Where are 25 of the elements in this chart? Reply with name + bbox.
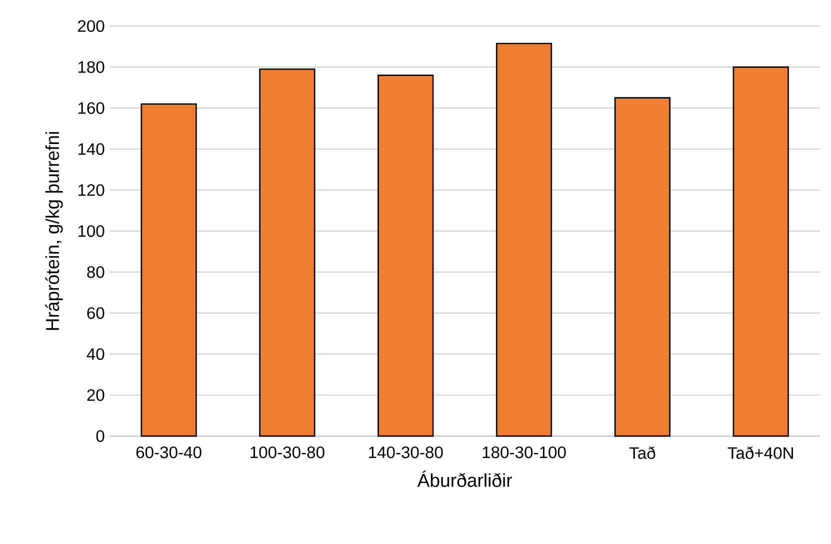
x-tick-label: Tað+40N — [728, 446, 793, 459]
y-tick-label: 120 — [78, 184, 104, 196]
y-tick-label: 40 — [86, 348, 104, 360]
y-tick-label: 80 — [87, 266, 104, 278]
bar — [496, 42, 552, 437]
bar — [378, 74, 434, 437]
y-axis-title: Hráprótein, g/kg þurrefni — [45, 132, 63, 330]
bar — [140, 103, 197, 437]
y-tick-label: 180 — [78, 61, 104, 74]
y-tick-label: 200 — [78, 20, 104, 32]
x-tick-label: 60-30-40 — [136, 446, 202, 458]
bar — [259, 68, 316, 437]
x-tick-label: Tað — [629, 446, 656, 459]
y-tick-label: 100 — [78, 225, 104, 238]
x-tick-label: 180-30-100 — [482, 446, 566, 458]
bar — [732, 66, 789, 437]
bar — [614, 97, 670, 437]
y-tick-label: 60 — [87, 307, 104, 320]
x-tick-label: 140-30-80 — [369, 446, 443, 458]
y-tick-label: 140 — [78, 143, 104, 156]
y-tick-label: 0 — [96, 430, 104, 442]
y-tick-label: 20 — [87, 389, 104, 402]
x-tick-label: 100-30-80 — [250, 446, 324, 458]
x-axis-title: Áburðarliðir — [417, 470, 512, 488]
y-tick-label: 160 — [78, 102, 104, 114]
